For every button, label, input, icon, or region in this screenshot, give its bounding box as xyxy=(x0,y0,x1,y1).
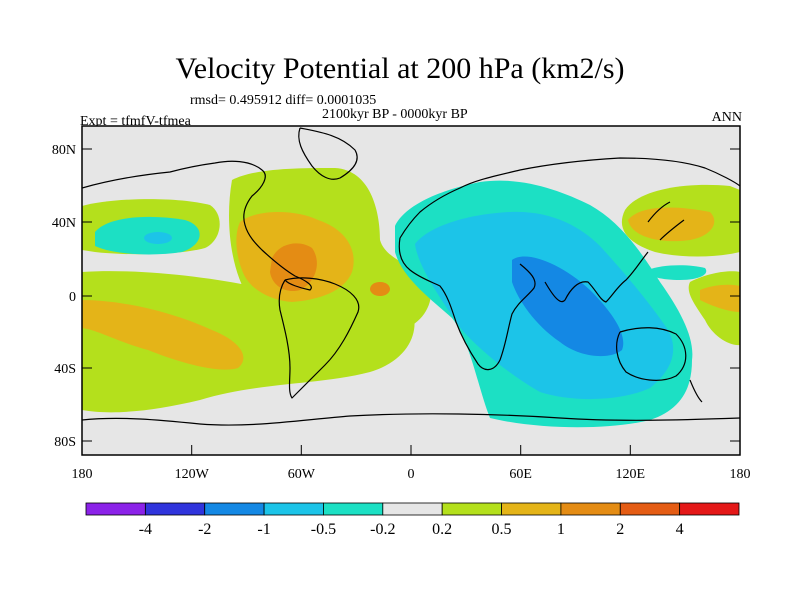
colorbar-tick-label: -1 xyxy=(257,521,270,538)
colorbar-tick-label: -2 xyxy=(198,521,211,538)
coastlines xyxy=(82,127,740,426)
lat-label-80s: 80S xyxy=(54,435,76,450)
lat-label-40n: 40N xyxy=(52,216,76,231)
neg-region-indian-ocean-core xyxy=(512,256,624,357)
colorbar-labels: -4 -2 -1 -0.5 -0.2 0.2 0.5 1 2 4 xyxy=(139,521,684,538)
colorbar-tick-label: -0.5 xyxy=(311,521,336,538)
colorbar-swatch xyxy=(204,502,265,516)
colorbar-swatch xyxy=(144,502,206,516)
colorbar-swatch xyxy=(679,502,740,516)
lon-label-120e: 120E xyxy=(616,467,646,482)
colorbar-tick-label: 2 xyxy=(616,521,624,538)
colorbar-tick-label: 0.2 xyxy=(432,521,452,538)
colorbar-swatch xyxy=(323,502,384,516)
colorbar-swatch xyxy=(263,502,324,516)
colorbar-swatch xyxy=(619,502,681,516)
neg-region-subtropical-pacific xyxy=(648,265,707,280)
colorbar-swatch xyxy=(501,502,562,516)
colorbar-tick-label: 4 xyxy=(676,521,684,538)
pos-region-japan xyxy=(628,207,715,242)
pos-region-caribbean-core xyxy=(270,243,317,292)
lon-label-180e: 180 xyxy=(730,467,751,482)
lon-label-60e: 60E xyxy=(509,467,532,482)
neg-region-north-pacific-core xyxy=(144,232,172,244)
map-title: Velocity Potential at 200 hPa (km2/s) xyxy=(175,52,625,85)
latitude-labels: 80N 40N 0 40S 80S xyxy=(52,143,76,450)
lon-label-60w: 60W xyxy=(288,467,316,482)
colorbar-swatch xyxy=(382,502,443,516)
pos-region-equatorial-west-pacific xyxy=(700,284,740,312)
lon-label-0: 0 xyxy=(408,467,415,482)
stats-line: rmsd= 0.495912 diff= 0.0001035 xyxy=(190,93,377,108)
map-field xyxy=(82,126,740,455)
colorbar-swatch xyxy=(85,502,146,516)
lat-label-80n: 80N xyxy=(52,143,76,158)
lat-label-40s: 40S xyxy=(54,362,76,377)
colorbar-tick-label: -4 xyxy=(139,521,152,538)
colorbar-tick-label: 0.5 xyxy=(492,521,512,538)
colorbar-tick-label: 1 xyxy=(557,521,565,538)
period-label: 2100kyr BP - 0000kyr BP xyxy=(322,107,468,122)
latitude-ticks xyxy=(82,148,740,442)
colorbar-swatch xyxy=(441,502,502,516)
pos-region-south-pacific xyxy=(82,300,244,370)
lon-label-180w: 180 xyxy=(72,467,93,482)
longitude-labels: 180 120W 60W 0 60E 120E 180 xyxy=(72,467,751,482)
lat-label-eq: 0 xyxy=(69,290,76,305)
colorbar-tick-label: -0.2 xyxy=(370,521,395,538)
longitude-ticks xyxy=(81,445,741,455)
colorbar-swatch xyxy=(560,502,621,516)
colorbar xyxy=(85,502,740,516)
season-label: ANN xyxy=(711,110,742,125)
lon-label-120w: 120W xyxy=(175,467,210,482)
pos-region-atlantic-core xyxy=(370,282,390,296)
